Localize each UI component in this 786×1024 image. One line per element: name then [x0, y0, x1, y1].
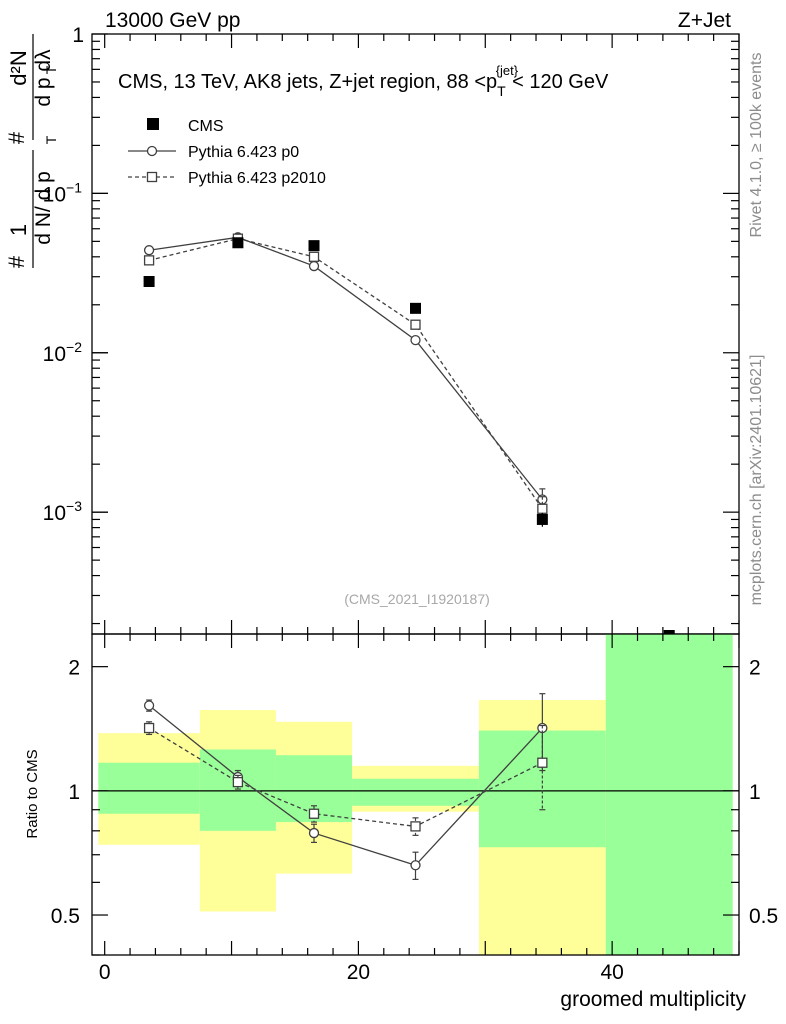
header-right: Z+Jet [678, 9, 731, 32]
ratio-y-tick-label-right: 0.5 [749, 905, 778, 928]
ratio-uncertainty-bands [92, 634, 739, 955]
p2010-point [410, 319, 421, 330]
p2010-point [143, 255, 155, 266]
ratio-data-marks [143, 693, 548, 880]
legend-label-cms: CMS [188, 118, 224, 135]
x-tick-label: 40 [600, 961, 623, 984]
ratio-y-tick-label-right: 1 [749, 781, 761, 804]
svg-text:T: T [43, 65, 59, 74]
main-y-tick-label: 1 [72, 24, 84, 47]
ratio-band-green [98, 762, 200, 814]
x-tick-label: 0 [99, 961, 111, 984]
cms-point [410, 302, 421, 314]
ratio-band-green [352, 778, 479, 806]
ratio-p2010-point [232, 776, 244, 788]
ratio-y-tick-label: 1 [68, 781, 80, 804]
p2010-point [308, 251, 320, 262]
ratio-p0-point [143, 700, 155, 711]
main-title-tail: < 120 GeV [512, 71, 609, 93]
cms-point [536, 513, 548, 525]
ratio-panel: 0.5 0.51 12 20 20 40 Ratio to CMS groomed mul… [24, 633, 778, 1011]
cms-point [232, 237, 244, 249]
rivet-version-label: Rivet 4.1.0, ≥ 100k events [748, 53, 765, 238]
main-y-tick-label: 10−3 [43, 498, 83, 525]
analysis-watermark: (CMS_2021_I1920187) [344, 591, 490, 607]
p0-line [148, 236, 543, 500]
p2010-line [148, 237, 543, 510]
cms-point [143, 275, 155, 287]
main-data-marks [143, 232, 675, 634]
x-tick-label: 20 [347, 961, 370, 984]
ratio-y-axis-label: Ratio to CMS [24, 749, 41, 838]
ratio-y-tick-label: 0.5 [51, 905, 80, 928]
svg-text:d N/ d p: d N/ d p [32, 171, 55, 245]
main-title: CMS, 13 TeV, AK8 jets, Z+jet region, 88 … [118, 63, 609, 99]
svg-text:1: 1 [6, 224, 31, 236]
main-y-tick-label: 10−1 [43, 179, 83, 206]
svg-text:d p dλ: d p dλ [32, 49, 55, 107]
x-axis-label: groomed multiplicity [560, 988, 746, 1011]
ratio-p0-point [308, 827, 320, 839]
ratio-y-tick-label: 2 [68, 657, 80, 680]
ratio-band-green [605, 634, 733, 955]
ratio-p2010-point [143, 722, 155, 734]
mcplots-reference-label: mcplots.cern.ch [arXiv:2401.10621] [748, 355, 765, 606]
cms-point-offscale [663, 630, 675, 634]
svg-text:#: # [4, 255, 29, 268]
main-title-main: CMS, 13 TeV, AK8 jets, Z+jet region, 88 … [118, 71, 497, 93]
main-y-axis-label: 1 # d N/ d p T d²N # d p dλ T [4, 34, 59, 268]
ratio-band-green [199, 749, 276, 831]
p2010-point [537, 503, 548, 514]
svg-text:#: # [4, 131, 29, 144]
legend-label-p0: Pythia 6.423 p0 [188, 144, 299, 161]
p0-point [410, 334, 421, 346]
legend: CMS Pythia 6.423 p0 Pythia 6.423 p2010 [128, 118, 326, 187]
main-panel: CMS, 13 TeV, AK8 jets, Z+jet region, 88 … [4, 24, 740, 635]
svg-text:d²N: d²N [6, 50, 31, 85]
p0-point [143, 245, 155, 256]
main-y-tick-label: 10−2 [43, 339, 83, 366]
ratio-p0-point [410, 860, 421, 871]
p0-point [308, 260, 320, 272]
legend-marker-p0 [146, 145, 158, 157]
ratio-p2010-point [537, 757, 548, 768]
legend-marker-p2010 [146, 171, 158, 183]
legend-marker-cms [147, 118, 159, 130]
main-title-sub: T [497, 83, 506, 99]
ratio-p2010-point [308, 808, 320, 819]
ratio-plot-frame [91, 633, 740, 956]
svg-text:T: T [43, 135, 59, 144]
legend-label-p2010: Pythia 6.423 p2010 [188, 170, 326, 187]
main-y-ticks: 1 10−1 10−2 10−3 [43, 24, 740, 634]
ratio-y-tick-label-right: 2 [749, 657, 761, 680]
ratio-p2010-point [410, 821, 421, 832]
cms-point [308, 240, 320, 252]
header-left: 13000 GeV pp [105, 9, 240, 32]
main-title-sup: {jet} [496, 63, 519, 78]
